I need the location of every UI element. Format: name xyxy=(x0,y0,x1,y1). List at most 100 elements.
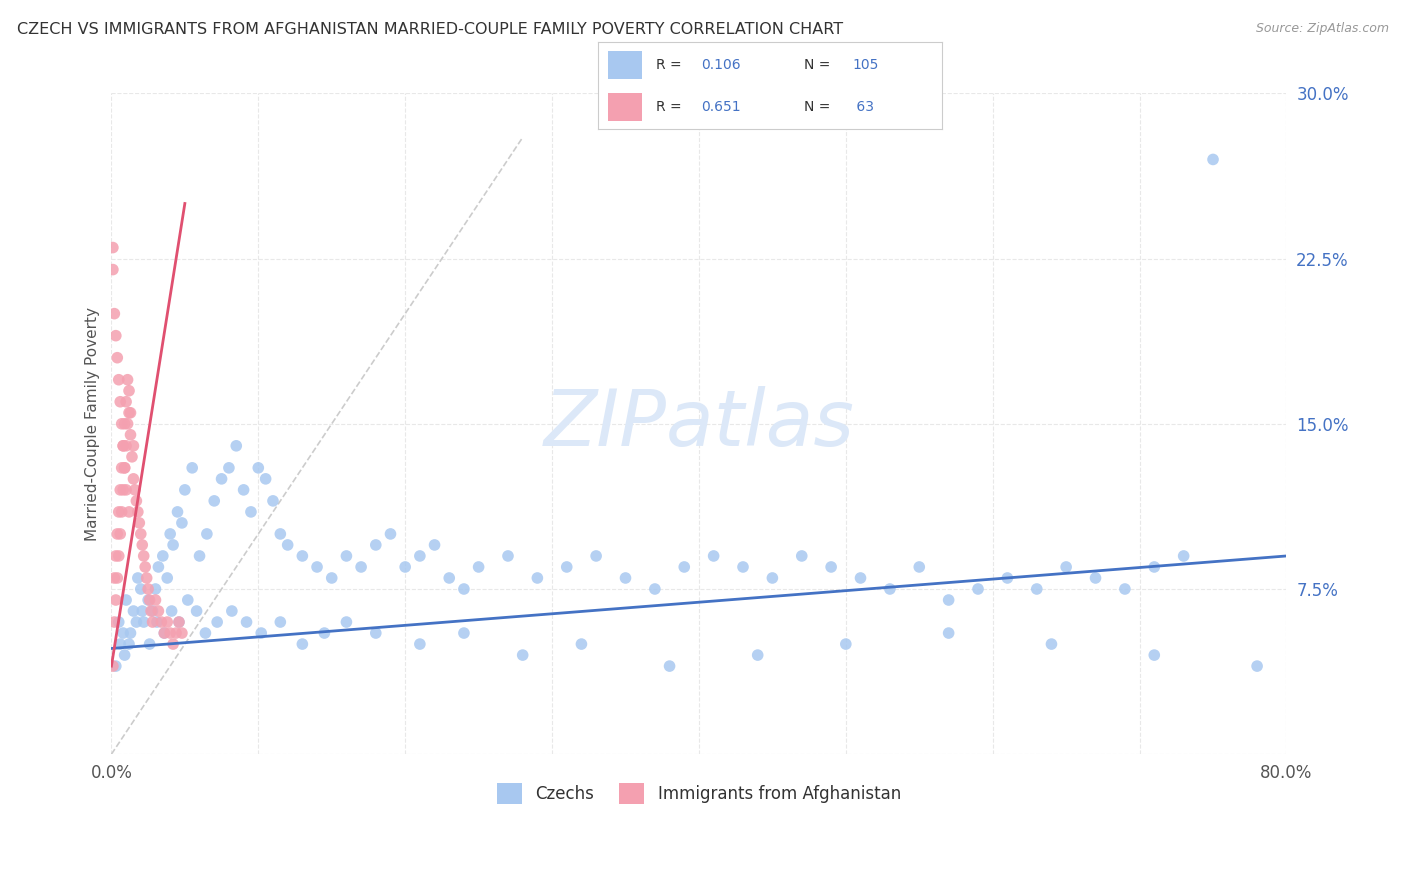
Point xyxy=(1143,560,1166,574)
Point xyxy=(167,615,190,629)
Point xyxy=(112,439,135,453)
Text: N =: N = xyxy=(804,100,835,113)
Point xyxy=(105,351,128,365)
Point xyxy=(118,505,141,519)
Point xyxy=(186,604,208,618)
Point xyxy=(644,582,666,596)
Point xyxy=(120,626,142,640)
Point xyxy=(250,626,273,640)
Point xyxy=(111,417,134,431)
Point xyxy=(1084,571,1107,585)
Point xyxy=(314,626,336,640)
Point xyxy=(364,538,387,552)
Point xyxy=(225,439,247,453)
Point xyxy=(1173,549,1195,563)
Point xyxy=(305,560,328,574)
Point xyxy=(820,560,842,574)
Point xyxy=(115,483,138,497)
Point xyxy=(747,648,769,662)
Text: 0.651: 0.651 xyxy=(700,100,741,113)
Point xyxy=(122,472,145,486)
Point xyxy=(118,406,141,420)
Point xyxy=(107,373,129,387)
Point xyxy=(170,626,193,640)
Point xyxy=(136,593,159,607)
Point xyxy=(205,615,228,629)
Point xyxy=(614,571,637,585)
Point xyxy=(112,483,135,497)
Point xyxy=(177,593,200,607)
Point xyxy=(120,427,142,442)
Point xyxy=(291,637,314,651)
Point xyxy=(125,615,148,629)
Text: CZECH VS IMMIGRANTS FROM AFGHANISTAN MARRIED-COUPLE FAMILY POVERTY CORRELATION C: CZECH VS IMMIGRANTS FROM AFGHANISTAN MAR… xyxy=(17,22,844,37)
Point xyxy=(1114,582,1136,596)
Point xyxy=(409,637,432,651)
Point xyxy=(995,571,1018,585)
Point xyxy=(202,494,225,508)
Point xyxy=(364,626,387,640)
Point xyxy=(107,615,129,629)
Point xyxy=(111,505,134,519)
Point xyxy=(112,626,135,640)
Point xyxy=(101,241,124,255)
Point xyxy=(453,582,475,596)
Text: 63: 63 xyxy=(852,100,875,113)
Point xyxy=(658,659,681,673)
Point xyxy=(118,637,141,651)
Point xyxy=(103,307,125,321)
Point xyxy=(269,615,291,629)
Point xyxy=(112,439,135,453)
Point xyxy=(110,394,132,409)
Point xyxy=(128,516,150,530)
Point xyxy=(110,527,132,541)
Point xyxy=(159,626,181,640)
Point xyxy=(139,604,162,618)
Point xyxy=(790,549,813,563)
Point xyxy=(145,593,167,607)
Text: R =: R = xyxy=(657,100,686,113)
Point xyxy=(291,549,314,563)
Point xyxy=(967,582,990,596)
Point xyxy=(938,593,960,607)
Point xyxy=(104,328,127,343)
Point xyxy=(496,549,519,563)
Point xyxy=(160,604,183,618)
Point xyxy=(114,460,136,475)
Point xyxy=(101,659,124,673)
Point xyxy=(127,505,149,519)
Point xyxy=(131,538,153,552)
Text: N =: N = xyxy=(804,58,835,71)
Point xyxy=(114,460,136,475)
Point xyxy=(122,439,145,453)
Text: R =: R = xyxy=(657,58,686,71)
Point xyxy=(571,637,593,651)
Point xyxy=(1025,582,1047,596)
Point xyxy=(162,538,184,552)
Point xyxy=(115,593,138,607)
Point xyxy=(166,505,188,519)
Point xyxy=(173,483,195,497)
Point xyxy=(526,571,548,585)
Point xyxy=(138,593,160,607)
Point xyxy=(254,472,277,486)
Point xyxy=(124,483,146,497)
Point xyxy=(138,637,160,651)
Point xyxy=(703,549,725,563)
Point xyxy=(380,527,402,541)
Point xyxy=(167,615,190,629)
Point xyxy=(104,659,127,673)
Point xyxy=(512,648,534,662)
Point xyxy=(104,593,127,607)
Point xyxy=(115,439,138,453)
Text: Source: ZipAtlas.com: Source: ZipAtlas.com xyxy=(1256,22,1389,36)
Point xyxy=(115,394,138,409)
Point xyxy=(145,582,167,596)
Point xyxy=(129,527,152,541)
Point xyxy=(1054,560,1077,574)
Point xyxy=(148,560,170,574)
Point xyxy=(103,571,125,585)
Point xyxy=(129,582,152,596)
Point xyxy=(277,538,299,552)
Point xyxy=(585,549,607,563)
